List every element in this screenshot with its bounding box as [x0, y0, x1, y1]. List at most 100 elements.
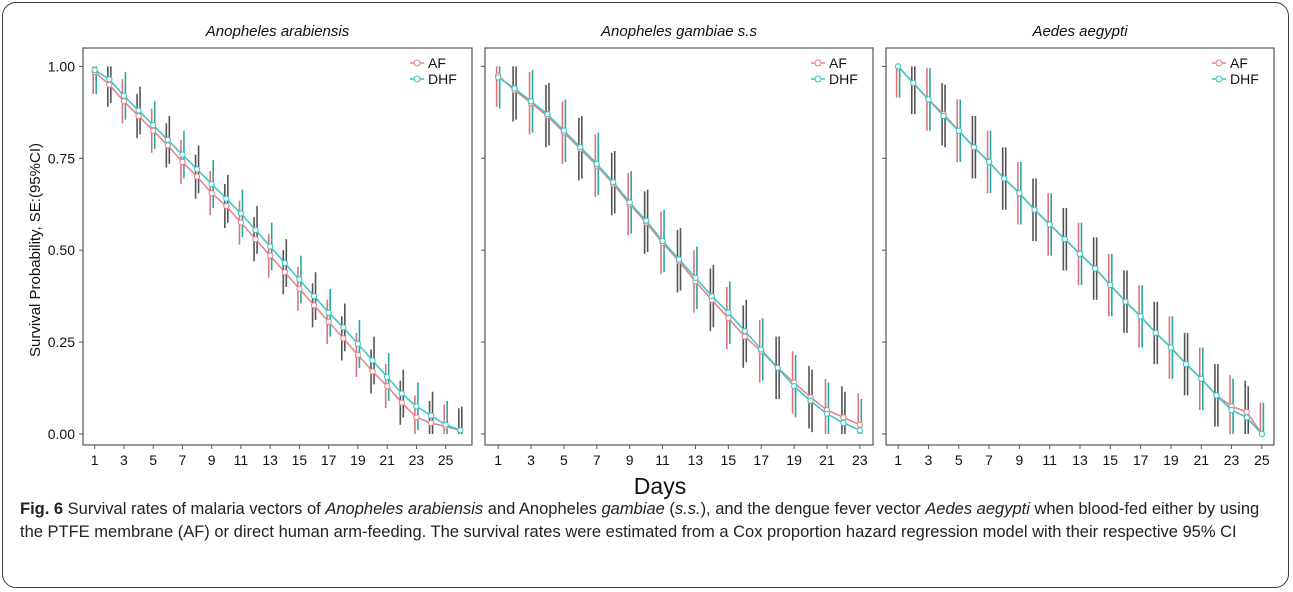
plot-area: [82, 47, 473, 446]
caption-species: s.s.: [674, 500, 701, 518]
caption-text: Survival rates of malaria vectors of: [63, 500, 326, 518]
data-point-dhf: [398, 390, 405, 397]
x-tick-label: 5: [560, 452, 568, 468]
data-point-dhf: [340, 324, 347, 331]
x-tick-label: 15: [292, 452, 308, 468]
data-point-dhf: [442, 421, 449, 428]
data-point-af: [106, 81, 113, 88]
x-tick-label: 23: [1224, 452, 1240, 468]
x-tick-label: 9: [208, 452, 216, 468]
data-point-af: [725, 315, 732, 322]
data-point-af: [354, 351, 362, 359]
data-point-dhf: [790, 383, 798, 390]
data-point-dhf: [894, 63, 902, 70]
x-tick-label: 1: [91, 452, 99, 468]
data-point-dhf: [840, 419, 847, 427]
data-point-dhf: [823, 410, 831, 417]
data-point-dhf: [626, 199, 633, 206]
data-point-dhf: [237, 210, 245, 217]
data-point-dhf: [1107, 281, 1114, 289]
x-tick-label: 1: [894, 452, 902, 468]
caption-label: Fig. 6: [20, 500, 64, 518]
data-point-dhf: [985, 158, 993, 166]
legend-entry: DHF: [829, 71, 858, 87]
data-point-dhf: [150, 122, 157, 129]
data-point-dhf: [725, 309, 732, 316]
data-point-af: [135, 112, 142, 120]
data-point-dhf: [659, 237, 666, 245]
data-point-af: [1243, 408, 1250, 416]
data-point-dhf: [1016, 190, 1023, 197]
x-tick-label: 15: [1103, 452, 1119, 468]
y-tick-label: 0.50: [48, 242, 75, 258]
data-point-dhf: [1213, 392, 1220, 399]
x-tick-label: 9: [626, 452, 634, 468]
data-point-dhf: [413, 403, 420, 410]
data-point-dhf: [91, 66, 98, 74]
data-point-af: [310, 302, 318, 309]
series-line-dhf: [94, 69, 461, 432]
data-point-dhf: [223, 195, 230, 202]
data-point-dhf: [544, 111, 551, 118]
figure-caption: Fig. 6 Survival rates of malaria vectors…: [20, 498, 1275, 544]
data-point-dhf: [1258, 430, 1266, 438]
data-point-af: [267, 252, 274, 259]
x-tick-label: 7: [593, 452, 601, 468]
data-point-dhf: [910, 79, 917, 87]
legend-entry: DHF: [1230, 71, 1259, 87]
data-point-dhf: [179, 151, 186, 158]
data-point-dhf: [325, 309, 332, 316]
data-point-af: [179, 158, 186, 166]
data-point-dhf: [741, 327, 748, 335]
x-tick-label: 23: [852, 452, 868, 468]
x-tick-label: 19: [786, 452, 802, 468]
x-tick-label: 17: [321, 452, 337, 468]
legend-entry: AF: [428, 55, 446, 71]
data-point-dhf: [457, 427, 464, 434]
data-point-dhf: [1092, 265, 1099, 272]
data-point-dhf: [1001, 175, 1008, 182]
data-point-dhf: [310, 292, 318, 300]
data-point-af: [856, 421, 863, 428]
data-point-dhf: [1182, 360, 1190, 368]
legend-entry: AF: [829, 55, 847, 71]
data-point-dhf: [354, 340, 362, 348]
legend-entry: AF: [1230, 55, 1248, 71]
x-tick-label: 3: [527, 452, 535, 468]
legend-key-marker: [413, 75, 421, 83]
caption-text: (: [664, 500, 675, 518]
data-point-af: [413, 414, 420, 421]
data-point-dhf: [970, 144, 978, 151]
x-tick-label: 11: [234, 452, 249, 468]
data-point-dhf: [427, 412, 435, 419]
data-point-dhf: [856, 427, 863, 434]
data-point-af: [252, 235, 259, 243]
x-tick-label: 11: [1042, 452, 1057, 468]
data-point-af: [164, 142, 171, 149]
data-point-dhf: [495, 74, 502, 81]
x-tick-label: 13: [688, 452, 704, 468]
chart-panel: Anopheles arabiensis 0.00 0.25 0.50 0.75 1.00…: [48, 23, 473, 468]
data-point-dhf: [267, 243, 274, 250]
caption-species: Aedes aegypti: [925, 500, 1030, 518]
data-point-dhf: [708, 292, 716, 300]
panel-title: Anopheles arabiensis: [205, 23, 350, 40]
data-point-dhf: [296, 276, 303, 283]
data-point-af: [325, 318, 332, 326]
x-tick-label: 9: [1015, 452, 1023, 468]
data-point-af: [296, 285, 303, 292]
data-point-dhf: [925, 96, 932, 103]
data-point-dhf: [774, 364, 781, 371]
x-tick-label: 1: [494, 452, 502, 468]
data-point-af: [281, 269, 288, 276]
legend-key-marker: [814, 59, 822, 67]
plot-area: [885, 47, 1275, 446]
data-point-dhf: [1076, 250, 1084, 258]
data-point-dhf: [1152, 329, 1159, 337]
data-point-af: [193, 173, 201, 180]
caption-text: and Anopheles: [483, 500, 602, 518]
panel-title: Anopheles gambiae s.s: [600, 23, 757, 40]
y-tick-label: 0.75: [48, 150, 75, 166]
y-tick-label: 0.25: [48, 334, 75, 350]
data-point-dhf: [511, 85, 518, 92]
